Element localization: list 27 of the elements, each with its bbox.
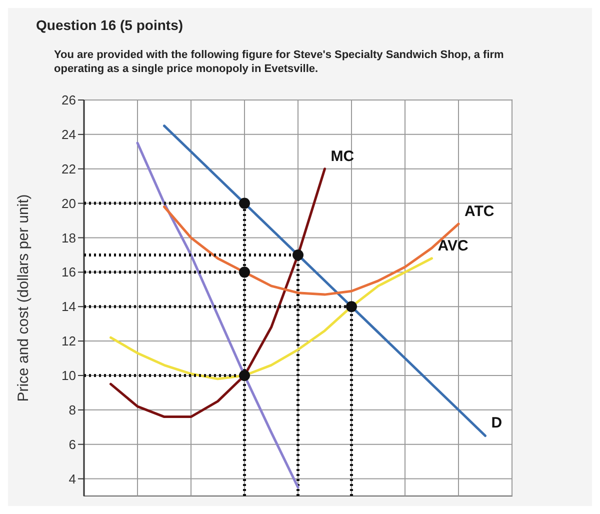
y-tick-label: 22 <box>62 161 76 176</box>
series-label: D <box>491 414 502 432</box>
point <box>346 301 357 312</box>
y-tick-label: 26 <box>62 92 76 108</box>
y-tick-label: 20 <box>62 196 76 211</box>
y-tick-label: 18 <box>62 230 76 246</box>
series-label: ATC <box>464 202 494 220</box>
y-tick-label: 6 <box>68 436 76 452</box>
point <box>239 370 250 381</box>
point <box>292 249 304 260</box>
point <box>239 198 250 209</box>
y-tick-label: 14 <box>62 299 76 314</box>
y-axis-title: Price and cost (dollars per unit) <box>15 194 32 402</box>
chart-subtitle: You are provided with the following figure for Steve's Specialty Sandwich Shop, a firm operating as a single price monopoly in Evetsville. <box>54 49 504 75</box>
y-tick-label: 4 <box>68 471 76 486</box>
chart-title: Question 16 (5 points) <box>36 17 184 33</box>
line-series <box>110 257 433 380</box>
line-series <box>110 168 326 418</box>
y-tick-label: 10 <box>62 368 76 384</box>
y-tick-label: 8 <box>68 402 76 418</box>
point <box>239 266 250 278</box>
line-series <box>136 142 300 489</box>
y-tick-label: 16 <box>62 264 76 280</box>
y-tick-label: 24 <box>62 126 76 142</box>
series-label: MC <box>330 148 354 165</box>
y-tick-label: 12 <box>62 334 76 349</box>
series-label: AVC <box>438 237 468 254</box>
